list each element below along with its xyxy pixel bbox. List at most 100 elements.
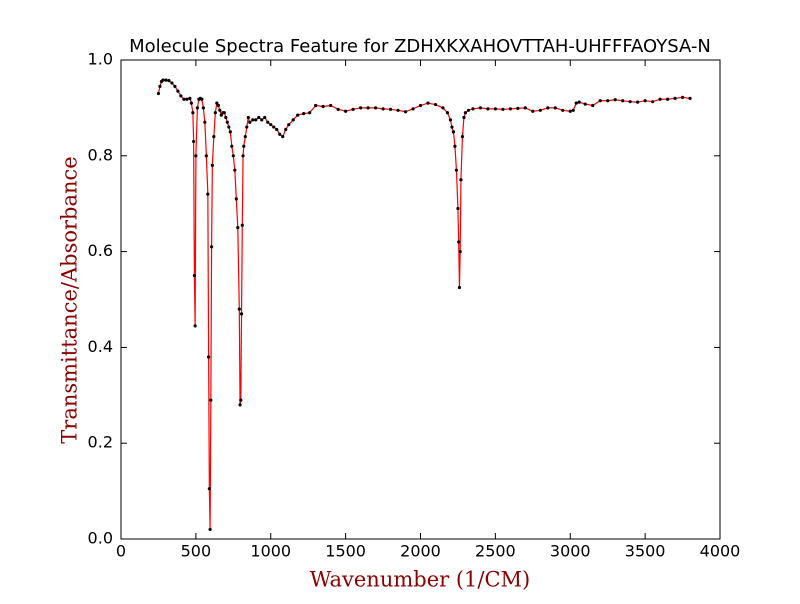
data-point [450, 125, 454, 129]
data-point [251, 118, 255, 122]
x-tick-label: 2500 [475, 542, 516, 561]
data-point [321, 104, 325, 109]
data-point [388, 107, 393, 111]
data-point [538, 108, 542, 112]
data-point [231, 154, 235, 158]
data-point [458, 250, 462, 254]
data-point [457, 285, 462, 290]
x-tick-label: 0 [116, 542, 126, 561]
data-point [501, 107, 505, 111]
data-point [182, 97, 186, 101]
data-point [243, 135, 247, 139]
data-point [451, 130, 456, 134]
data-point [636, 100, 640, 104]
data-point [583, 102, 587, 106]
data-point [329, 103, 333, 108]
data-point [203, 120, 207, 124]
data-point [621, 99, 625, 103]
data-point [433, 102, 438, 107]
data-point [344, 109, 348, 113]
data-point [336, 107, 340, 111]
data-point [531, 109, 535, 113]
data-point [236, 226, 240, 230]
data-point [459, 178, 463, 182]
data-point [281, 135, 285, 139]
data-point [219, 113, 223, 117]
data-point [272, 125, 276, 129]
data-point [486, 107, 490, 111]
data-point [673, 96, 677, 100]
data-point [167, 78, 171, 83]
data-point [164, 78, 168, 82]
data-point [200, 97, 204, 101]
data-point [191, 111, 195, 115]
data-point [508, 107, 512, 111]
x-tick-label: 3500 [625, 542, 666, 561]
data-point [643, 99, 647, 103]
data-point [204, 154, 208, 158]
y-tick-label: 1.0 [88, 50, 113, 69]
data-point [170, 81, 174, 85]
data-point [239, 312, 244, 316]
data-point [523, 106, 527, 110]
data-point [478, 106, 482, 110]
data-point [216, 103, 220, 108]
data-point [426, 101, 430, 105]
data-point [188, 96, 192, 100]
data-point [441, 106, 445, 110]
data-point [561, 108, 565, 112]
data-point [179, 94, 183, 98]
data-point [201, 106, 205, 110]
data-point [234, 197, 238, 201]
data-point [403, 110, 408, 114]
data-point [445, 111, 450, 115]
data-point [260, 118, 264, 122]
y-tick-label: 0.0 [88, 529, 113, 548]
data-point [263, 115, 267, 120]
x-tick-label: 4000 [700, 542, 741, 561]
data-point [239, 398, 243, 402]
data-point [418, 103, 423, 108]
data-point [463, 111, 468, 115]
data-point [225, 120, 229, 124]
data-point [233, 168, 237, 172]
x-tick-label: 500 [181, 542, 212, 561]
data-point [194, 154, 198, 158]
data-point [266, 120, 270, 124]
data-point [366, 106, 370, 110]
x-tick-label: 3000 [550, 542, 591, 561]
data-point [651, 100, 655, 104]
data-point [218, 108, 222, 112]
data-point [156, 91, 161, 96]
data-point [493, 107, 497, 111]
data-point [571, 108, 575, 112]
data-point [456, 206, 460, 211]
data-point [248, 120, 252, 124]
data-point [291, 118, 295, 122]
x-tick-label: 2000 [400, 542, 441, 561]
data-point [207, 355, 211, 359]
x-axis-label: Wavenumber (1/CM) [310, 568, 531, 592]
data-point [213, 111, 217, 115]
data-point [228, 130, 232, 134]
x-tick-label: 1000 [250, 542, 291, 561]
data-point [688, 96, 692, 100]
data-point [665, 97, 670, 101]
data-point [553, 106, 557, 110]
data-point [606, 99, 610, 103]
data-point [278, 132, 282, 136]
data-point [448, 118, 453, 122]
data-point [568, 109, 572, 113]
data-point [598, 99, 602, 103]
data-point [238, 403, 242, 407]
y-tick-label: 0.6 [88, 241, 113, 260]
data-point [351, 107, 355, 111]
data-point [373, 106, 378, 110]
data-point [359, 106, 363, 110]
data-point [206, 192, 210, 196]
data-point [173, 84, 177, 88]
data-point [457, 240, 461, 244]
plot-frame [120, 59, 721, 540]
data-point [302, 112, 306, 116]
